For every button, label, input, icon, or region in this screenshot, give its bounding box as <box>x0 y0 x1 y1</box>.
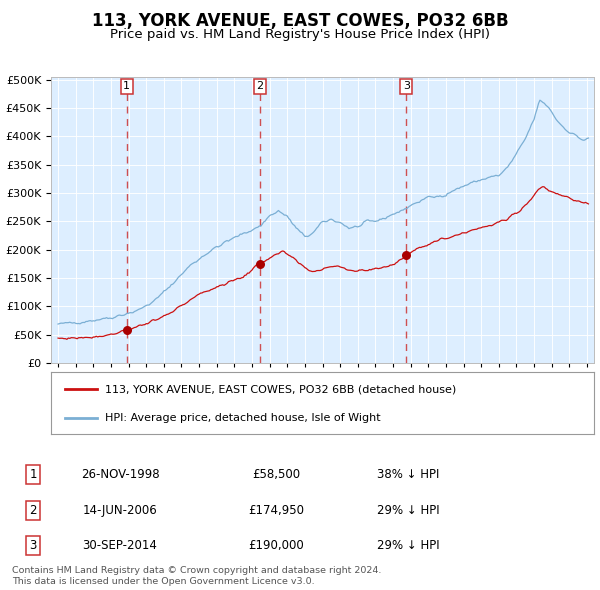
Text: 26-NOV-1998: 26-NOV-1998 <box>80 468 160 481</box>
Text: 1: 1 <box>29 468 37 481</box>
Text: £190,000: £190,000 <box>248 539 304 552</box>
Text: 29% ↓ HPI: 29% ↓ HPI <box>377 504 439 517</box>
Text: 3: 3 <box>29 539 37 552</box>
Text: Price paid vs. HM Land Registry's House Price Index (HPI): Price paid vs. HM Land Registry's House … <box>110 28 490 41</box>
Text: 30-SEP-2014: 30-SEP-2014 <box>83 539 157 552</box>
Text: 113, YORK AVENUE, EAST COWES, PO32 6BB: 113, YORK AVENUE, EAST COWES, PO32 6BB <box>92 12 508 30</box>
Text: £174,950: £174,950 <box>248 504 304 517</box>
Text: 14-JUN-2006: 14-JUN-2006 <box>83 504 157 517</box>
Text: £58,500: £58,500 <box>252 468 300 481</box>
Text: 1: 1 <box>123 81 130 91</box>
Text: 29% ↓ HPI: 29% ↓ HPI <box>377 539 439 552</box>
Text: 3: 3 <box>403 81 410 91</box>
Text: 2: 2 <box>29 504 37 517</box>
Text: 113, YORK AVENUE, EAST COWES, PO32 6BB (detached house): 113, YORK AVENUE, EAST COWES, PO32 6BB (… <box>106 384 457 394</box>
Text: Contains HM Land Registry data © Crown copyright and database right 2024.: Contains HM Land Registry data © Crown c… <box>12 566 382 575</box>
Text: This data is licensed under the Open Government Licence v3.0.: This data is licensed under the Open Gov… <box>12 577 314 586</box>
Text: 38% ↓ HPI: 38% ↓ HPI <box>377 468 439 481</box>
Text: HPI: Average price, detached house, Isle of Wight: HPI: Average price, detached house, Isle… <box>106 413 381 423</box>
Text: 2: 2 <box>256 81 263 91</box>
